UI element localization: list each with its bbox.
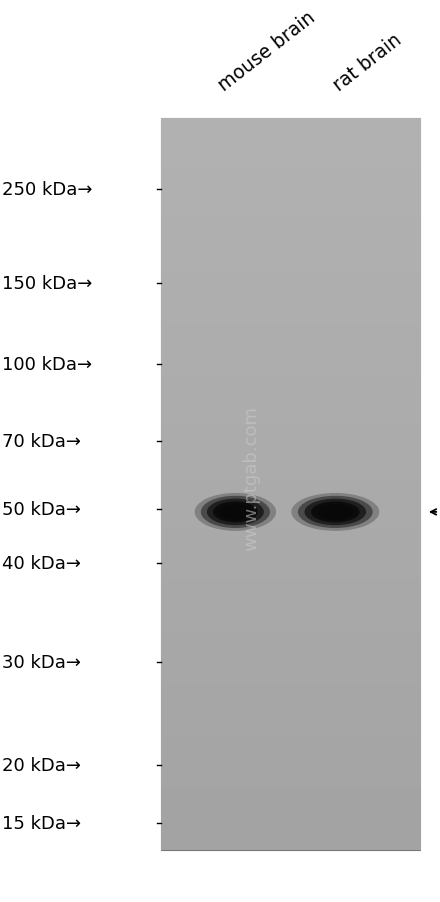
Text: 70 kDa→: 70 kDa→ [2,433,81,451]
Bar [161,119,420,850]
Text: 15 kDa→: 15 kDa→ [2,815,81,833]
Text: mouse brain: mouse brain [215,7,319,95]
Text: rat brain: rat brain [329,30,405,95]
Ellipse shape [291,493,379,531]
Ellipse shape [207,499,264,526]
Text: 250 kDa→: 250 kDa→ [2,180,93,198]
Ellipse shape [201,496,270,529]
Text: 150 kDa→: 150 kDa→ [2,274,92,292]
Text: 40 kDa→: 40 kDa→ [2,555,81,573]
Ellipse shape [318,505,353,520]
Text: www.ptgab.com: www.ptgab.com [242,406,260,550]
Text: 30 kDa→: 30 kDa→ [2,653,81,671]
Text: 100 kDa→: 100 kDa→ [2,355,92,373]
Ellipse shape [304,499,366,526]
Ellipse shape [219,505,252,520]
Ellipse shape [298,496,373,529]
Text: 20 kDa→: 20 kDa→ [2,756,81,774]
Ellipse shape [213,502,258,523]
Ellipse shape [311,502,359,523]
Text: 50 kDa→: 50 kDa→ [2,501,81,519]
Ellipse shape [195,493,276,531]
